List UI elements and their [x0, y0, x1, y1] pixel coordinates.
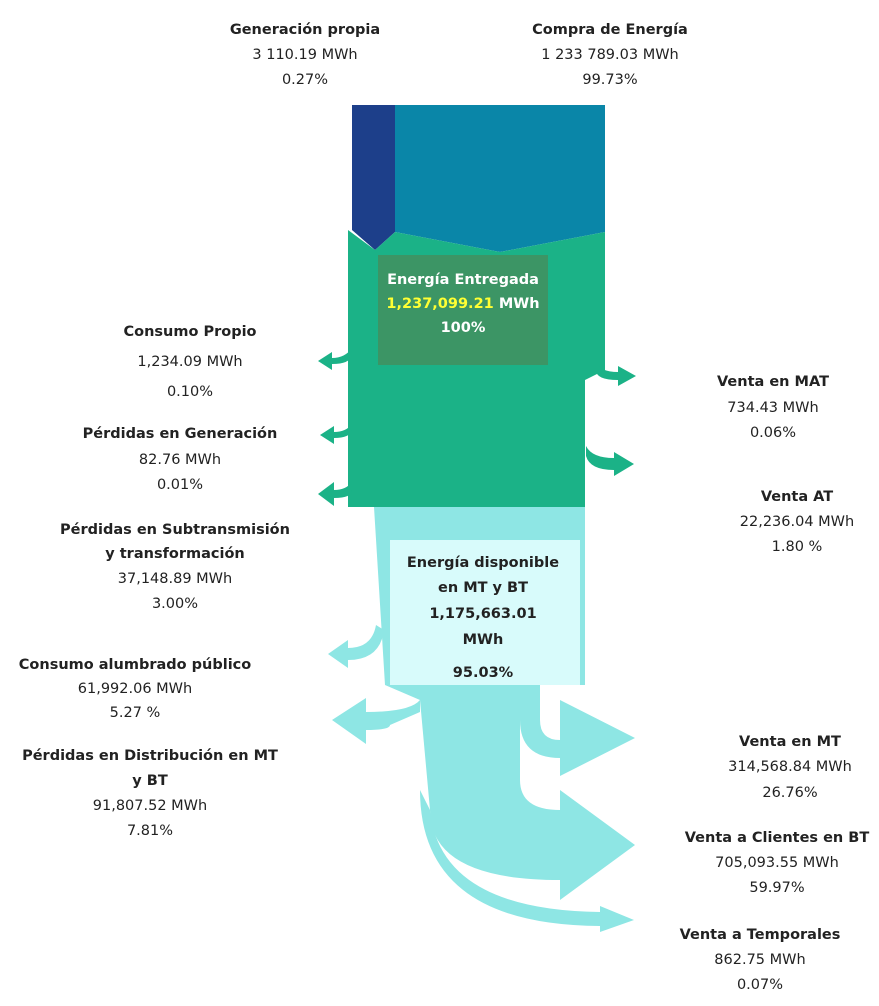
label: Venta en MT	[739, 734, 841, 750]
percent: 0.07%	[737, 977, 783, 993]
unit: MWh	[463, 632, 504, 648]
purchase-flow	[395, 105, 605, 252]
label: Energía disponible	[407, 555, 559, 571]
value: 705,093.55 MWh	[715, 855, 839, 871]
arrow	[320, 424, 352, 444]
arrow	[318, 348, 352, 370]
value: 22,236.04 MWh	[740, 514, 854, 530]
percent: 0.10%	[167, 384, 213, 400]
label: Venta a Temporales	[680, 927, 841, 943]
value: 862.75 MWh	[714, 952, 805, 968]
value: 61,992.06 MWh	[78, 681, 192, 697]
label: Energía Entregada	[387, 272, 539, 288]
available-box	[390, 540, 580, 685]
value: 1 233 789.03 MWh	[541, 47, 679, 63]
label: Pérdidas en Generación	[83, 426, 278, 442]
percent: 5.27 %	[110, 705, 161, 721]
arrow	[332, 698, 420, 744]
label: Pérdidas en Distribución en MT	[22, 748, 278, 764]
label: Consumo Propio	[123, 324, 256, 340]
value: 734.43 MWh	[727, 400, 818, 416]
percent: 100%	[441, 320, 486, 336]
percent: 0.06%	[750, 425, 796, 441]
label: Pérdidas en Subtransmisión	[60, 522, 290, 538]
delivered-box	[378, 255, 548, 365]
label: y transformación	[105, 546, 245, 562]
label: Venta AT	[761, 489, 833, 505]
label: Venta en MAT	[717, 374, 829, 390]
value: 82.76 MWh	[139, 452, 221, 468]
arrow	[596, 362, 636, 386]
percent: 59.97%	[749, 880, 804, 896]
percent: 7.81%	[127, 823, 173, 839]
unit: MWh	[499, 296, 540, 312]
arrow	[586, 446, 634, 476]
percent: 95.03%	[453, 665, 514, 681]
label: Compra de Energía	[532, 22, 688, 38]
label: en MT y BT	[438, 580, 528, 596]
value: 1,234.09 MWh	[137, 354, 242, 370]
outputs: Consumo Propio 1,234.09 MWh 0.10% Pérdidas …	[19, 324, 870, 993]
arrow	[328, 625, 384, 668]
percent: 1.80 %	[772, 539, 823, 555]
arrow	[318, 482, 352, 506]
value: 1,175,663.01	[429, 606, 536, 622]
label: Generación propia	[230, 22, 380, 38]
label: Venta a Clientes en BT	[685, 830, 870, 846]
label: y BT	[132, 773, 168, 789]
percent: 3.00%	[152, 596, 198, 612]
temporales-flow	[420, 790, 634, 932]
percent: 99.73%	[582, 72, 637, 88]
value: 91,807.52 MWh	[93, 798, 207, 814]
percent: 26.76%	[762, 785, 817, 801]
own-generation-flow	[352, 105, 395, 250]
value-line: 1,237,099.21 MWh	[386, 296, 539, 312]
label: Consumo alumbrado público	[19, 657, 252, 673]
value: 1,237,099.21	[386, 296, 493, 312]
value: 37,148.89 MWh	[118, 571, 232, 587]
percent: 0.27%	[282, 72, 328, 88]
percent: 0.01%	[157, 477, 203, 493]
bt-clients-flow	[385, 685, 635, 900]
value: 3 110.19 MWh	[252, 47, 357, 63]
value: 314,568.84 MWh	[728, 759, 852, 775]
